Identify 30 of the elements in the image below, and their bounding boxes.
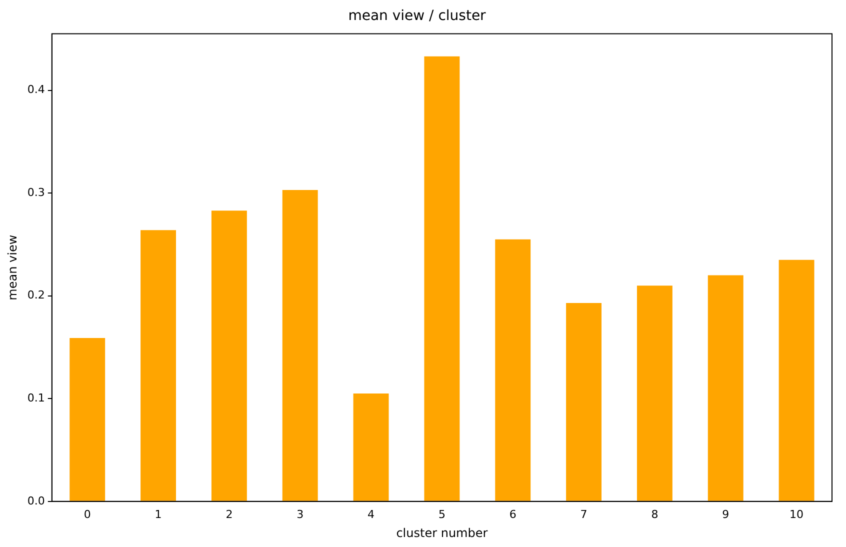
x-tick-label: 4 (368, 508, 375, 521)
x-axis-title: cluster number (396, 526, 488, 540)
bar (708, 275, 744, 501)
bar (778, 260, 814, 501)
bar (211, 210, 247, 501)
bar (70, 338, 106, 501)
bar (495, 239, 531, 501)
x-tick-label: 0 (84, 508, 91, 521)
bar (282, 190, 318, 501)
y-tick-label: 0.2 (27, 288, 45, 302)
y-tick-label: 0.3 (27, 186, 45, 199)
x-tick-label: 9 (722, 508, 730, 521)
bar (140, 230, 176, 501)
bar (424, 56, 460, 501)
bar (566, 303, 602, 501)
x-tick-label: 1 (154, 508, 162, 521)
y-tick-label: 0.4 (27, 83, 45, 96)
x-tick-label: 7 (580, 508, 588, 521)
x-tick-label: 5 (438, 508, 446, 521)
bar (353, 393, 389, 501)
x-tick-label: 2 (226, 508, 233, 521)
y-axis-title: mean view (5, 234, 20, 300)
x-tick-label: 8 (651, 508, 658, 521)
x-tick-label: 6 (509, 508, 516, 521)
x-tick-label: 10 (790, 508, 804, 521)
chart-title: mean view / cluster (348, 8, 486, 24)
y-tick-label: 0.0 (27, 494, 45, 508)
x-tick-label: 3 (296, 508, 304, 521)
bar (636, 286, 672, 501)
y-tick-label: 0.1 (27, 391, 45, 404)
